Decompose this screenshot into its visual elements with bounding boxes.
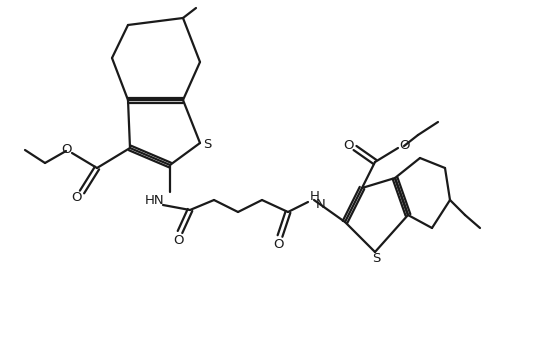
Text: O: O	[273, 237, 283, 251]
Text: O: O	[173, 234, 183, 246]
Text: N: N	[316, 197, 326, 211]
Text: HN: HN	[145, 194, 165, 206]
Text: O: O	[61, 143, 71, 155]
Text: S: S	[372, 253, 380, 265]
Text: H: H	[310, 189, 320, 203]
Text: O: O	[344, 138, 354, 152]
Text: S: S	[203, 137, 211, 151]
Text: O: O	[71, 191, 81, 203]
Text: O: O	[399, 138, 409, 152]
